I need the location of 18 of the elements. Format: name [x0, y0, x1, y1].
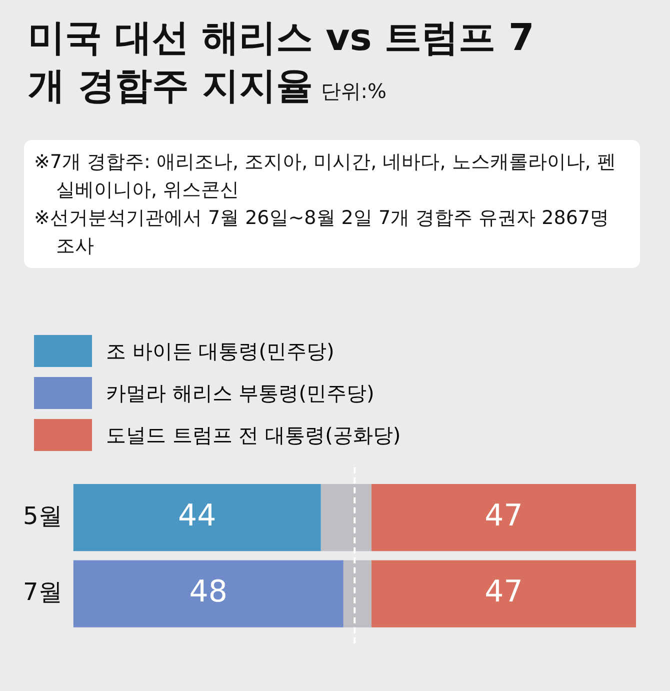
bar [73, 484, 321, 552]
text: ※7개 경합주: 애리조나, 조지아, 미시간, 네바다, 노스캐롤라이나, 펜실베이니아, 위스콘신 [34, 150, 617, 203]
bar [73, 560, 344, 628]
data-label: 47 [484, 498, 523, 534]
text: ※선거분석기관에서 7월 26일~8월 2일 7개 경합주 유권자 2867명 조사 [34, 206, 610, 259]
y-tick-label: 5월 [22, 502, 62, 530]
y-tick-label: 7월 [22, 578, 62, 606]
bar [372, 484, 636, 552]
legend-label: 카멀라 해리스 부통령(민주당) [106, 380, 374, 406]
data-label: 48 [189, 574, 228, 610]
legend-label: 조 바이든 대통령(민주당) [106, 338, 334, 364]
bar [372, 560, 636, 628]
legend-label: 도널드 트럼프 전 대통령(공화당) [106, 422, 401, 448]
chart-subtitle: 단위:% [320, 79, 387, 103]
data-label: 47 [484, 574, 523, 610]
bar [320, 484, 372, 552]
bar [343, 560, 372, 628]
data-label: 44 [178, 498, 216, 534]
